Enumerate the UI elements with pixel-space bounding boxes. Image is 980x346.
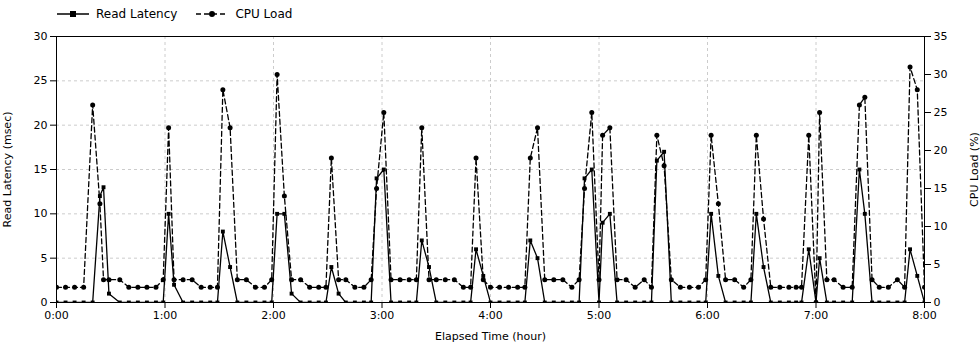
svg-text:5:00: 5:00 bbox=[587, 309, 612, 322]
svg-text:CPU Load (%): CPU Load (%) bbox=[968, 132, 980, 207]
svg-text:2:00: 2:00 bbox=[261, 309, 286, 322]
svg-text:3:00: 3:00 bbox=[370, 309, 395, 322]
svg-text:25: 25 bbox=[934, 106, 948, 119]
svg-text:8:00: 8:00 bbox=[912, 309, 937, 322]
svg-text:30: 30 bbox=[34, 30, 48, 43]
svg-text:20: 20 bbox=[934, 144, 948, 157]
svg-text:15: 15 bbox=[934, 182, 948, 195]
svg-text:0: 0 bbox=[934, 296, 941, 309]
svg-text:7:00: 7:00 bbox=[804, 309, 829, 322]
svg-text:10: 10 bbox=[934, 220, 948, 233]
svg-text:4:00: 4:00 bbox=[478, 309, 503, 322]
svg-text:1:00: 1:00 bbox=[153, 309, 178, 322]
svg-text:10: 10 bbox=[34, 207, 48, 220]
html-text:Read Latency: Read Latency bbox=[96, 7, 178, 21]
svg-text:6:00: 6:00 bbox=[695, 309, 720, 322]
svg-text:35: 35 bbox=[934, 30, 948, 43]
svg-text:15: 15 bbox=[34, 163, 48, 176]
svg-text:30: 30 bbox=[934, 68, 948, 81]
svg-text:5: 5 bbox=[934, 258, 941, 271]
svg-text:20: 20 bbox=[34, 119, 48, 132]
svg-text:0: 0 bbox=[41, 296, 48, 309]
svg-text:Read Latency (msec): Read Latency (msec) bbox=[1, 112, 14, 228]
svg-text:Elapsed Time (hour): Elapsed Time (hour) bbox=[435, 330, 546, 343]
svg-text:25: 25 bbox=[34, 74, 48, 87]
html-text:CPU Load: CPU Load bbox=[235, 7, 293, 21]
svg-text:5: 5 bbox=[41, 252, 48, 265]
svg-text:0:00: 0:00 bbox=[44, 309, 69, 322]
